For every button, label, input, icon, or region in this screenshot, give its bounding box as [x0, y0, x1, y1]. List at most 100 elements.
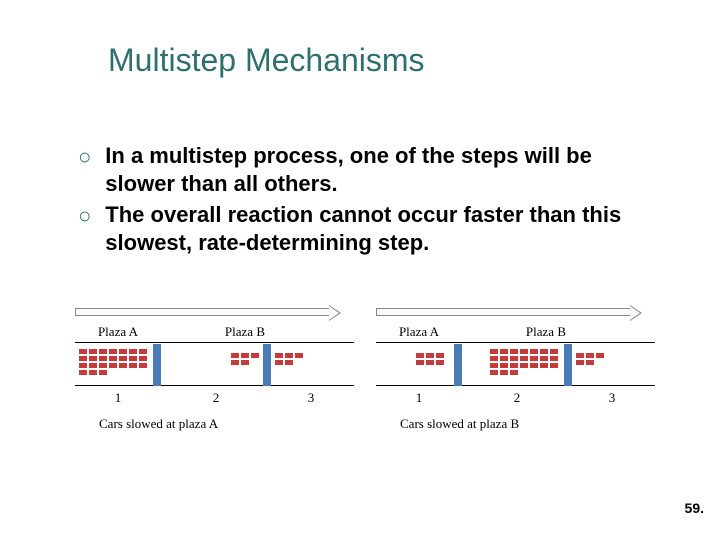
car-icon — [285, 353, 293, 358]
car-icon — [99, 356, 107, 361]
car-icon — [89, 356, 97, 361]
segment-number: 2 — [161, 390, 271, 406]
segment-number: 1 — [75, 390, 161, 406]
car-icon — [139, 356, 147, 361]
segment-numbers: 1 2 3 — [376, 390, 655, 406]
car-icon — [500, 356, 508, 361]
car-icon — [586, 353, 594, 358]
car-icon — [520, 363, 528, 368]
car-icon — [109, 349, 117, 354]
plaza-labels: Plaza A Plaza B — [376, 324, 655, 340]
list-item: ○ The overall reaction cannot occur fast… — [78, 201, 638, 256]
car-icon — [231, 353, 239, 358]
car-icon — [490, 356, 498, 361]
bullet-marker-icon: ○ — [78, 203, 91, 256]
car-icon — [79, 356, 87, 361]
diagram-caption: Cars slowed at plaza A — [75, 416, 354, 432]
car-icon — [295, 353, 303, 358]
lane-segment — [161, 343, 271, 385]
plaza-label: Plaza A — [376, 324, 462, 340]
car-icon — [426, 353, 434, 358]
toll-plaza — [564, 344, 572, 386]
car-icon — [426, 360, 434, 365]
car-icon — [510, 356, 518, 361]
car-icon — [490, 363, 498, 368]
car-cluster — [490, 349, 562, 375]
bullet-text: In a multistep process, one of the steps… — [105, 142, 638, 197]
arrow-icon — [376, 308, 630, 316]
flow-arrow — [376, 302, 655, 320]
plaza-label: Plaza A — [75, 324, 161, 340]
car-icon — [510, 370, 518, 375]
lane-segment — [75, 343, 161, 385]
slide-title: Multistep Mechanisms — [108, 42, 425, 79]
car-icon — [119, 356, 127, 361]
car-icon — [89, 363, 97, 368]
car-icon — [231, 360, 239, 365]
car-icon — [89, 349, 97, 354]
bullet-list: ○ In a multistep process, one of the ste… — [78, 142, 638, 260]
car-icon — [540, 349, 548, 354]
car-icon — [540, 356, 548, 361]
car-icon — [510, 363, 518, 368]
car-cluster — [79, 349, 147, 375]
toll-plaza — [263, 344, 271, 386]
toll-plaza — [153, 344, 161, 386]
car-icon — [129, 349, 137, 354]
car-icon — [275, 353, 283, 358]
car-icon — [490, 370, 498, 375]
car-cluster — [275, 353, 305, 365]
segment-number: 2 — [462, 390, 572, 406]
car-icon — [129, 363, 137, 368]
car-cluster — [416, 353, 452, 365]
car-icon — [596, 353, 604, 358]
page-number: 59. — [685, 500, 704, 516]
segment-number: 3 — [271, 390, 351, 406]
diagram-caption: Cars slowed at plaza B — [376, 416, 655, 432]
car-icon — [89, 370, 97, 375]
car-icon — [576, 360, 584, 365]
lane-segment — [572, 343, 652, 385]
car-icon — [500, 363, 508, 368]
car-icon — [109, 363, 117, 368]
car-icon — [79, 363, 87, 368]
diagram-right: Plaza A Plaza B 1 2 3 Cars slowed at pla… — [376, 302, 655, 432]
car-icon — [510, 349, 518, 354]
car-icon — [530, 356, 538, 361]
diagram-container: Plaza A Plaza B 1 2 3 Cars slowed at pla… — [75, 302, 655, 432]
car-icon — [490, 349, 498, 354]
plaza-label: Plaza B — [462, 324, 572, 340]
car-icon — [139, 349, 147, 354]
car-icon — [241, 353, 249, 358]
car-icon — [550, 349, 558, 354]
plaza-labels: Plaza A Plaza B — [75, 324, 354, 340]
bullet-text: The overall reaction cannot occur faster… — [105, 201, 638, 256]
car-icon — [436, 353, 444, 358]
car-icon — [530, 349, 538, 354]
car-icon — [576, 353, 584, 358]
car-icon — [520, 356, 528, 361]
bullet-marker-icon: ○ — [78, 144, 91, 197]
segment-number: 1 — [376, 390, 462, 406]
car-icon — [119, 349, 127, 354]
car-icon — [550, 363, 558, 368]
car-icon — [109, 356, 117, 361]
car-icon — [500, 370, 508, 375]
traffic-lane — [376, 342, 655, 386]
car-icon — [129, 356, 137, 361]
traffic-lane — [75, 342, 354, 386]
car-icon — [275, 360, 283, 365]
car-cluster — [576, 353, 606, 365]
arrow-icon — [75, 308, 329, 316]
car-icon — [99, 349, 107, 354]
lane-segment — [271, 343, 351, 385]
car-icon — [251, 353, 259, 358]
plaza-label: Plaza B — [161, 324, 271, 340]
flow-arrow — [75, 302, 354, 320]
car-icon — [530, 363, 538, 368]
diagram-left: Plaza A Plaza B 1 2 3 Cars slowed at pla… — [75, 302, 354, 432]
car-icon — [436, 360, 444, 365]
car-icon — [416, 353, 424, 358]
car-icon — [99, 363, 107, 368]
toll-plaza — [454, 344, 462, 386]
